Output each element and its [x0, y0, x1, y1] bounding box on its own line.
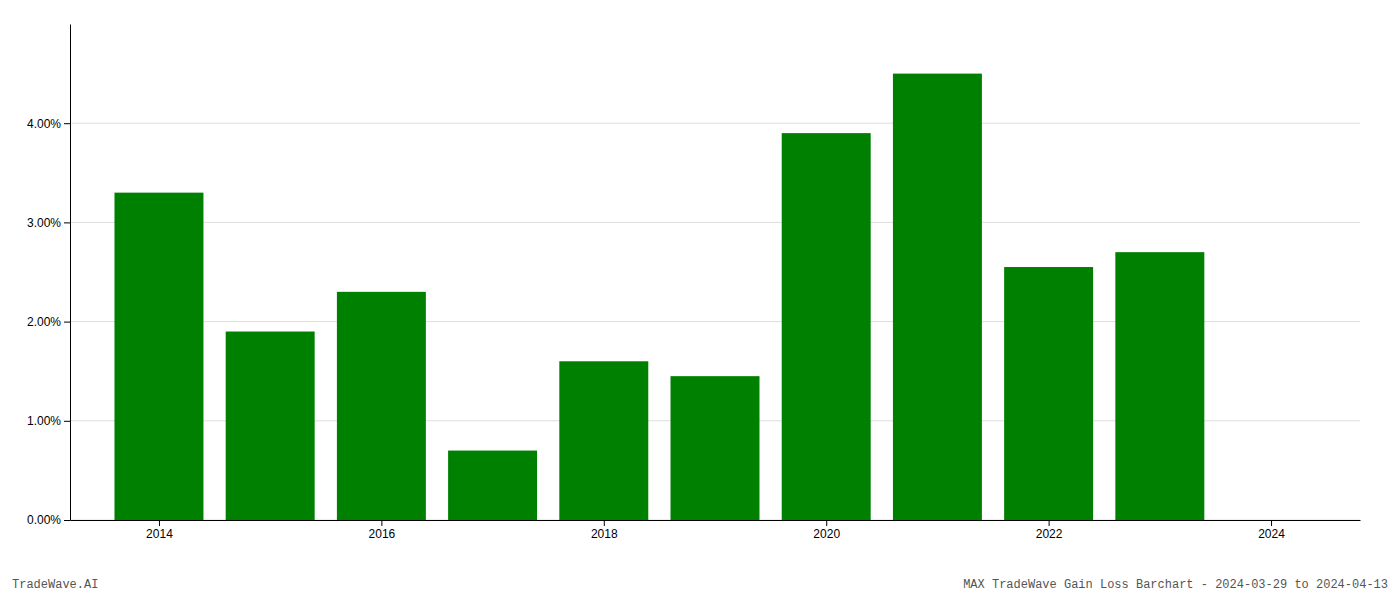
x-tick-mark [1049, 520, 1050, 526]
bar [337, 292, 426, 520]
y-tick-mark [64, 520, 70, 521]
y-axis-line [70, 25, 71, 521]
y-tick-label: 0.00% [27, 513, 61, 527]
x-axis-line [71, 520, 1361, 521]
y-tick-label: 1.00% [27, 414, 61, 428]
x-tick: 2020 [813, 520, 840, 541]
grid [70, 123, 1360, 520]
bar [226, 332, 315, 520]
bar [1115, 252, 1204, 520]
y-tick-label: 2.00% [27, 315, 61, 329]
x-tick-label: 2018 [591, 527, 618, 541]
y-tick-label: 3.00% [27, 216, 61, 230]
x-tick-mark [1271, 520, 1272, 526]
chart: 2014 2016 2018 2020 2022 2024 0.00% 1.00% 2.00% 3… [0, 0, 1400, 600]
bar [114, 193, 203, 520]
x-tick: 2024 [1258, 520, 1285, 541]
x-tick: 2014 [146, 520, 173, 541]
bar [448, 451, 537, 520]
y-tick: 3.00% [27, 216, 70, 230]
x-tick-mark [604, 520, 605, 526]
bar [1004, 267, 1093, 520]
x-tick: 2018 [591, 520, 618, 541]
x-tick: 2022 [1036, 520, 1063, 541]
bar [671, 376, 760, 520]
y-tick-label: 4.00% [27, 117, 61, 131]
x-tick-label: 2016 [369, 527, 396, 541]
y-tick: 2.00% [27, 315, 70, 329]
grid-line [70, 123, 1360, 124]
y-tick-mark [64, 421, 70, 422]
grid-line [70, 222, 1360, 223]
x-tick: 2016 [369, 520, 396, 541]
x-tick-mark [826, 520, 827, 526]
footer-text: MAX TradeWave Gain Loss Barchart - 2024-… [963, 578, 1388, 592]
x-tick-label: 2024 [1258, 527, 1285, 541]
bars [114, 74, 1204, 520]
y-tick: 0.00% [27, 513, 70, 527]
x-tick-mark [381, 520, 382, 526]
bar [893, 74, 982, 520]
bar [782, 133, 871, 520]
y-tick-mark [64, 322, 70, 323]
y-tick-mark [64, 123, 70, 124]
x-tick-mark [159, 520, 160, 526]
x-tick-label: 2022 [1036, 527, 1063, 541]
y-tick: 1.00% [27, 414, 70, 428]
x-tick-label: 2014 [146, 527, 173, 541]
bar [559, 361, 648, 520]
footer-text: TradeWave.AI [12, 578, 98, 592]
x-axis: 2014 2016 2018 2020 2022 2024 [71, 520, 1361, 541]
y-axis: 0.00% 1.00% 2.00% 3.00% 4.00% [27, 25, 71, 528]
y-tick-mark [64, 222, 70, 223]
y-tick: 4.00% [27, 117, 70, 131]
x-tick-label: 2020 [813, 527, 840, 541]
